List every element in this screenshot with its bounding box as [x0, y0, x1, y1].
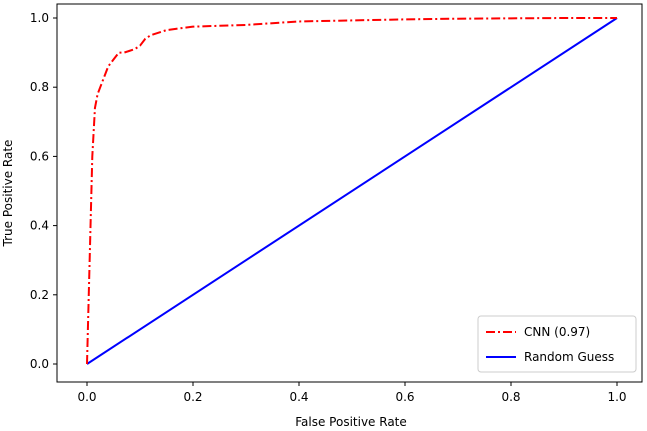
y-tick-label: 0.8: [30, 80, 49, 94]
y-tick-label: 0.4: [30, 219, 49, 233]
series-line-random-guess: [86, 17, 618, 365]
y-tick-label: 0.0: [30, 357, 49, 371]
y-tick-label: 0.2: [30, 288, 49, 302]
series-line-cnn: [86, 17, 617, 365]
x-tick-label: 0.8: [501, 390, 520, 404]
legend-label-cnn: CNN (0.97): [524, 325, 590, 339]
x-tick-label: 0.0: [77, 390, 96, 404]
x-tick-label: 0.4: [289, 390, 308, 404]
x-tick-label: 0.2: [183, 390, 202, 404]
y-tick-label: 1.0: [30, 11, 49, 25]
legend-box: [477, 315, 637, 373]
x-axis-label: False Positive Rate: [295, 415, 407, 429]
y-axis-label: True Positive Rate: [1, 140, 15, 248]
series-layer: [86, 17, 618, 365]
y-tick-label: 0.6: [30, 149, 49, 163]
x-tick-label: 0.6: [395, 390, 414, 404]
legend-label-random: Random Guess: [524, 350, 614, 364]
x-tick-label: 1.0: [607, 390, 626, 404]
x-ticks: 0.0 0.2 0.4 0.6 0.8 1.0: [77, 382, 627, 404]
legend: CNN (0.97) Random Guess: [477, 315, 637, 373]
y-ticks: 0.0 0.2 0.4 0.6 0.8 1.0: [30, 11, 57, 371]
